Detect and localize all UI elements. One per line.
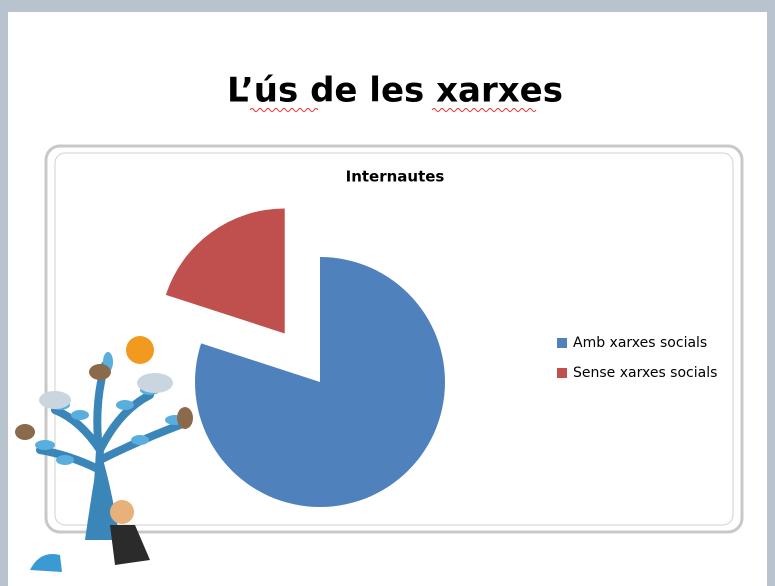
pie bbox=[165, 208, 445, 508]
chart-selection-frame bbox=[44, 144, 744, 534]
chart-title: Internautes bbox=[346, 168, 445, 186]
pie-slice bbox=[194, 257, 445, 508]
pie-slice bbox=[165, 208, 285, 334]
spell-underline bbox=[249, 108, 319, 112]
legend: Amb xarxes socials Sense xarxes socials bbox=[557, 335, 717, 381]
legend-swatch bbox=[557, 368, 567, 378]
legend-label: Amb xarxes socials bbox=[573, 335, 707, 351]
legend-swatch bbox=[557, 338, 567, 348]
clipart bbox=[15, 336, 193, 572]
legend-label: Sense xarxes socials bbox=[573, 365, 717, 381]
spell-underline bbox=[431, 108, 537, 112]
slide-title: L’ús de les xarxes bbox=[227, 71, 563, 111]
